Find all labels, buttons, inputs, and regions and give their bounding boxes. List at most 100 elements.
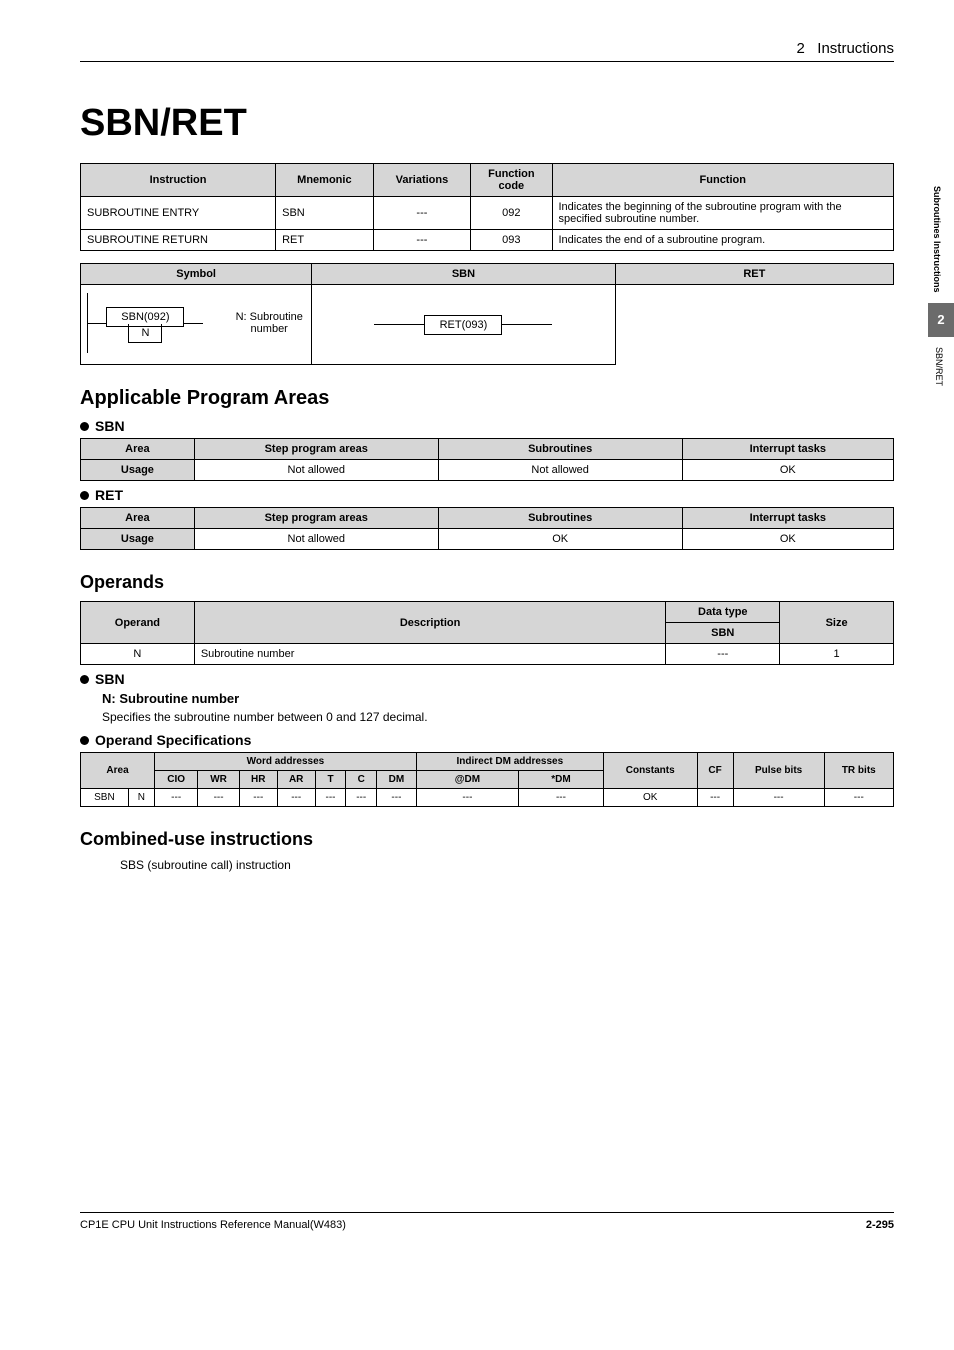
operand-desc: Specifies the subroutine number between … (102, 710, 894, 724)
heading-combined: Combined-use instructions (80, 829, 894, 850)
table-row: SBN N --- --- --- --- --- --- --- --- --… (81, 789, 894, 807)
th: Area (81, 508, 195, 529)
bullet-label: SBN (95, 418, 125, 434)
row-header: Usage (81, 460, 195, 481)
th: Indirect DM addresses (416, 753, 603, 771)
cell: Indicates the end of a subroutine progra… (552, 230, 894, 251)
cell: SBN (276, 197, 374, 230)
bullet-ret: RET (80, 487, 894, 503)
th: Step program areas (194, 439, 438, 460)
heading-applicable: Applicable Program Areas (80, 387, 894, 410)
cell: OK (438, 529, 682, 550)
bullet-icon (80, 491, 89, 500)
cell: Indicates the beginning of the subroutin… (552, 197, 894, 230)
ladder-box-ret: RET(093) (424, 315, 502, 335)
th: DM (377, 771, 417, 789)
table-row: Usage Not allowed Not allowed OK (81, 460, 894, 481)
th-instruction: Instruction (81, 164, 276, 197)
symbol-ret-diagram: RET(093) (312, 285, 616, 365)
cell: --- (373, 197, 471, 230)
bullet-label: RET (95, 487, 123, 503)
cell: --- (373, 230, 471, 251)
th: T (315, 771, 346, 789)
cell: --- (697, 789, 733, 807)
cell: --- (315, 789, 346, 807)
page-title: SBN/RET (80, 102, 894, 145)
operand-spec-table: Area Word addresses Indirect DM addresse… (80, 752, 894, 807)
th: SBN (666, 623, 780, 644)
table-row: SUBROUTINE ENTRY SBN --- 092 Indicates t… (81, 197, 894, 230)
bullet-opspec: Operand Specifications (80, 732, 894, 748)
th: AR (277, 771, 315, 789)
cell: 092 (471, 197, 552, 230)
th: TR bits (824, 753, 893, 789)
cell: RET (276, 230, 374, 251)
bullet-icon (80, 736, 89, 745)
bullet-icon (80, 675, 89, 684)
th: Word addresses (155, 753, 417, 771)
table-row: SUBROUTINE RETURN RET --- 093 Indicates … (81, 230, 894, 251)
th-variations: Variations (373, 164, 471, 197)
th: Subroutines (438, 439, 682, 460)
symbol-table: Symbol SBN RET SBN(092) N N: Subroutine … (80, 263, 894, 365)
th: Constants (603, 753, 697, 789)
bullet-label: Operand Specifications (95, 732, 251, 748)
th: WR (198, 771, 240, 789)
symbol-sbn-diagram: SBN(092) N N: Subroutine number (81, 285, 312, 365)
heading-operands: Operands (80, 572, 894, 593)
cell: 1 (780, 644, 894, 665)
cell: --- (733, 789, 824, 807)
cell: Not allowed (438, 460, 682, 481)
cell: --- (239, 789, 277, 807)
cell: N (128, 789, 154, 807)
page-footer: CP1E CPU Unit Instructions Reference Man… (80, 1212, 894, 1231)
side-group-label: Subroutines Instructions (928, 180, 946, 299)
th: Pulse bits (733, 753, 824, 789)
table-row: N Subroutine number --- 1 (81, 644, 894, 665)
operand-label: N: Subroutine number (233, 311, 305, 335)
page-header: 2 Instructions (80, 40, 894, 62)
cell: SUBROUTINE ENTRY (81, 197, 276, 230)
th-function: Function (552, 164, 894, 197)
th: Interrupt tasks (682, 508, 893, 529)
table-row: Usage Not allowed OK OK (81, 529, 894, 550)
cell: --- (346, 789, 377, 807)
th: Operand (81, 602, 195, 644)
bullet-sbn-detail: SBN (80, 671, 894, 687)
operands-table: Operand Description Data type Size SBN N… (80, 601, 894, 665)
header-section-num: 2 (796, 40, 804, 57)
cell: SBN (81, 789, 129, 807)
th: HR (239, 771, 277, 789)
cell: --- (155, 789, 198, 807)
ladder-box-sbn: SBN(092) (106, 307, 184, 327)
cell: --- (824, 789, 893, 807)
ret-areas-table: Area Step program areas Subroutines Inte… (80, 507, 894, 550)
th-mnemonic: Mnemonic (276, 164, 374, 197)
th: Subroutines (438, 508, 682, 529)
bullet-label: SBN (95, 671, 125, 687)
cell: Subroutine number (194, 644, 666, 665)
side-page-label: SBN/RET (928, 337, 950, 396)
footer-page: 2-295 (866, 1219, 894, 1231)
cell: SUBROUTINE RETURN (81, 230, 276, 251)
combined-text: SBS (subroutine call) instruction (120, 858, 894, 872)
cell: --- (277, 789, 315, 807)
bullet-sbn: SBN (80, 418, 894, 434)
instruction-table: Instruction Mnemonic Variations Function… (80, 163, 894, 251)
th: Step program areas (194, 508, 438, 529)
th-funccode: Function code (471, 164, 552, 197)
th: CF (697, 753, 733, 789)
th: Data type (666, 602, 780, 623)
th-symbol: Symbol (81, 264, 312, 285)
th: Size (780, 602, 894, 644)
th: CIO (155, 771, 198, 789)
header-section-label: Instructions (817, 40, 894, 57)
th: Area (81, 753, 155, 789)
bullet-icon (80, 422, 89, 431)
cell: Not allowed (194, 460, 438, 481)
footer-manual: CP1E CPU Unit Instructions Reference Man… (80, 1219, 346, 1231)
row-header: Usage (81, 529, 195, 550)
cell: N (81, 644, 195, 665)
cell: Not allowed (194, 529, 438, 550)
cell: 093 (471, 230, 552, 251)
